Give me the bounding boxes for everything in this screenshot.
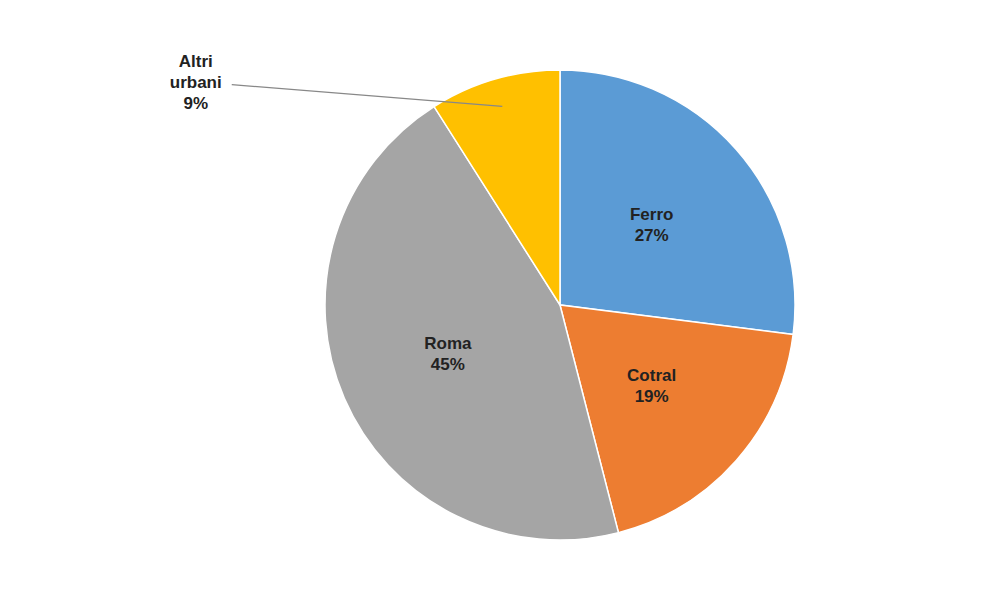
pie: Ferro 27% Cotral 19% Roma 45% Altriurbani 9% (170, 52, 795, 540)
category-label: Cotral (627, 366, 676, 385)
data-label: 27% (635, 226, 669, 245)
data-label: 45% (431, 355, 465, 374)
slices (325, 70, 795, 540)
data-label: 19% (635, 387, 669, 406)
slice (560, 70, 795, 334)
labels: Ferro 27% Cotral 19% Roma 45% Altriurbani 9% (170, 52, 676, 407)
category-label: Ferro (630, 205, 673, 224)
slice (325, 107, 618, 540)
slice (434, 70, 560, 305)
chart: Ferro 27% Cotral 19% Roma 45% Altriurbani 9% (0, 0, 984, 591)
leader-line (232, 85, 503, 107)
category-label: Altriurbani (170, 52, 222, 92)
data-label: 9% (183, 94, 208, 113)
category-label: Roma (424, 334, 472, 353)
